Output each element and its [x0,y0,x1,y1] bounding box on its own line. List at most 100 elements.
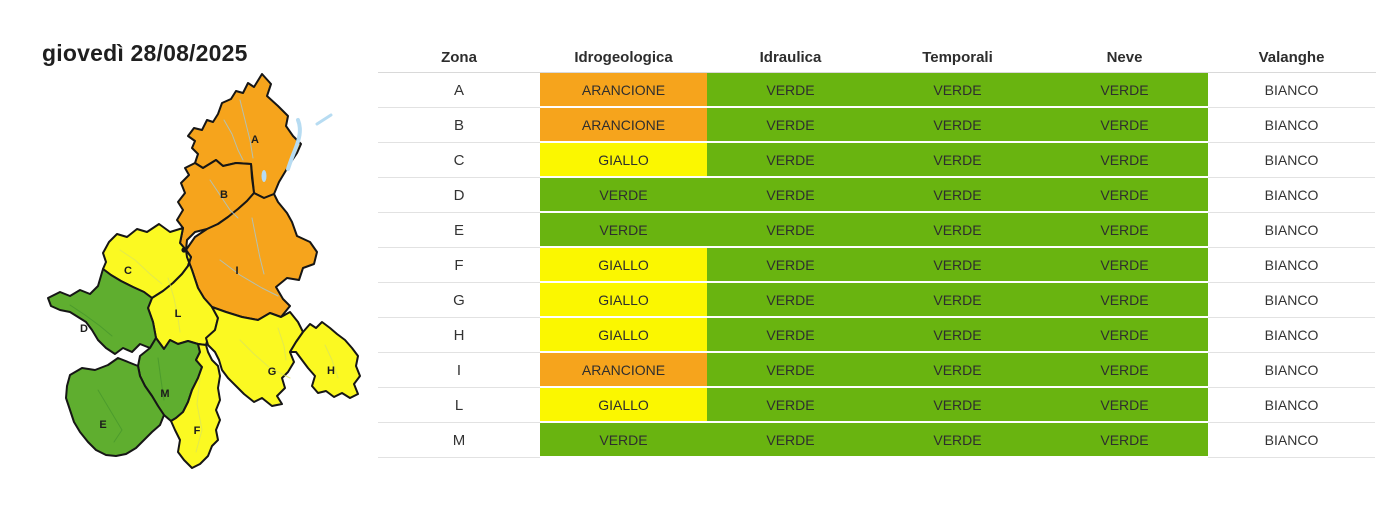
zona-cell: L [378,388,540,423]
idraulica-cell: VERDE [707,213,874,248]
map-zone-e[interactable] [65,357,165,457]
idraulica-cell: VERDE [707,248,874,283]
idrogeologica-cell: GIALLO [540,388,707,423]
valanghe-cell: BIANCO [1208,388,1375,423]
table-row: B ARANCIONE VERDE VERDE VERDE BIANCO [378,108,1376,143]
valanghe-cell: BIANCO [1208,213,1375,248]
map-label-i: I [235,265,238,277]
map-zone-b[interactable] [176,159,255,251]
table-row: H GIALLO VERDE VERDE VERDE BIANCO [378,318,1376,353]
temporali-cell: VERDE [874,423,1041,458]
temporali-cell: VERDE [874,248,1041,283]
table-row: I ARANCIONE VERDE VERDE VERDE BIANCO [378,353,1376,388]
idraulica-cell: VERDE [707,108,874,143]
temporali-cell: VERDE [874,143,1041,178]
valanghe-cell: BIANCO [1208,318,1375,353]
idrogeologica-cell: GIALLO [540,318,707,353]
map-label-m: M [160,388,169,400]
zona-cell: D [378,178,540,213]
valanghe-cell: BIANCO [1208,73,1375,108]
neve-cell: VERDE [1041,143,1208,178]
table-row: E VERDE VERDE VERDE VERDE BIANCO [378,213,1376,248]
zona-cell: H [378,318,540,353]
table-body: A ARANCIONE VERDE VERDE VERDE BIANCO B A… [378,73,1376,458]
map-label-b: B [220,189,228,201]
map-label-g: G [268,366,277,378]
map-label-f: F [194,425,201,437]
temporali-cell: VERDE [874,213,1041,248]
column-header-neve: Neve [1106,48,1143,66]
lake-orta [261,170,267,182]
region-alert-map: A B I C L D M E F G H [40,60,370,474]
idrogeologica-cell: ARANCIONE [540,108,707,143]
neve-cell: VERDE [1041,248,1208,283]
neve-cell: VERDE [1041,388,1208,423]
table-row: C GIALLO VERDE VERDE VERDE BIANCO [378,143,1376,178]
table-row: G GIALLO VERDE VERDE VERDE BIANCO [378,283,1376,318]
column-header-idrogeologica: Idrogeologica [574,48,673,66]
zona-cell: E [378,213,540,248]
table-row: M VERDE VERDE VERDE VERDE BIANCO [378,423,1376,458]
neve-cell: VERDE [1041,178,1208,213]
idraulica-cell: VERDE [707,423,874,458]
table-row: L GIALLO VERDE VERDE VERDE BIANCO [378,388,1376,423]
map-zone-h[interactable] [289,321,361,399]
column-header-idraulica: Idraulica [759,48,822,66]
idrogeologica-cell: GIALLO [540,248,707,283]
map-rivers [69,99,339,453]
temporali-cell: VERDE [874,318,1041,353]
valanghe-cell: BIANCO [1208,423,1375,458]
zona-cell: C [378,143,540,178]
temporali-cell: VERDE [874,283,1041,318]
idrogeologica-cell: GIALLO [540,283,707,318]
valanghe-cell: BIANCO [1208,248,1375,283]
valanghe-cell: BIANCO [1208,353,1375,388]
neve-cell: VERDE [1041,73,1208,108]
zona-cell: I [378,353,540,388]
zone-junction-dot [181,247,187,253]
zona-cell: M [378,423,540,458]
temporali-cell: VERDE [874,178,1041,213]
map-zone-g[interactable] [205,306,304,407]
alert-table: Zona Idrogeologica Idraulica Temporali N… [378,42,1376,458]
map-label-a: A [251,134,259,146]
page-title: giovedì 28/08/2025 [42,40,248,66]
idrogeologica-cell: ARANCIONE [540,73,707,108]
table-row: D VERDE VERDE VERDE VERDE BIANCO [378,178,1376,213]
map-label-h: H [327,365,335,377]
valanghe-cell: BIANCO [1208,283,1375,318]
temporali-cell: VERDE [874,353,1041,388]
map-lakes [261,113,333,182]
zona-cell: G [378,283,540,318]
valanghe-cell: BIANCO [1208,178,1375,213]
idrogeologica-cell: ARANCIONE [540,353,707,388]
idrogeologica-cell: GIALLO [540,143,707,178]
idraulica-cell: VERDE [707,353,874,388]
neve-cell: VERDE [1041,213,1208,248]
valanghe-cell: BIANCO [1208,108,1375,143]
zona-cell: F [378,248,540,283]
map-label-c: C [124,265,132,277]
idraulica-cell: VERDE [707,283,874,318]
table-row: A ARANCIONE VERDE VERDE VERDE BIANCO [378,73,1376,108]
idraulica-cell: VERDE [707,388,874,423]
idrogeologica-cell: VERDE [540,423,707,458]
map-label-d: D [80,323,88,335]
zona-cell: B [378,108,540,143]
table-header-row: Zona Idrogeologica Idraulica Temporali N… [378,42,1376,73]
column-header-zona: Zona [441,48,477,66]
idraulica-cell: VERDE [707,143,874,178]
temporali-cell: VERDE [874,388,1041,423]
idraulica-cell: VERDE [707,178,874,213]
neve-cell: VERDE [1041,318,1208,353]
map-label-e: E [99,419,106,431]
map-zone-f[interactable] [170,343,221,469]
idrogeologica-cell: VERDE [540,213,707,248]
idrogeologica-cell: VERDE [540,178,707,213]
lake-maggiore [286,118,302,171]
valanghe-cell: BIANCO [1208,143,1375,178]
lake-streak [315,113,333,126]
column-header-temporali: Temporali [922,48,993,66]
temporali-cell: VERDE [874,108,1041,143]
